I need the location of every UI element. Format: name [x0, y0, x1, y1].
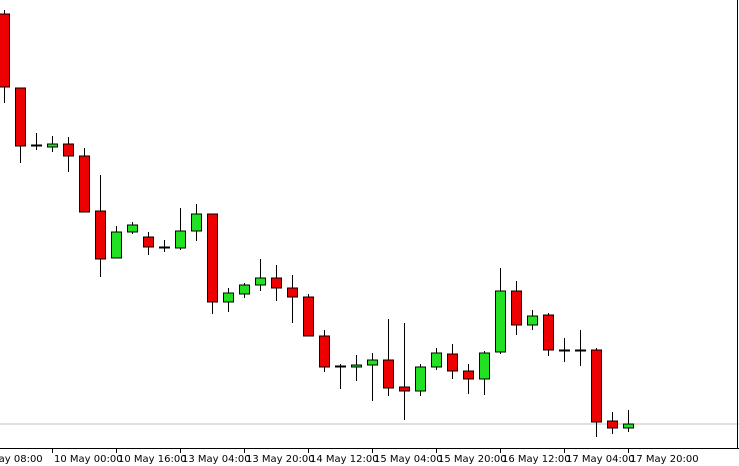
candle-body — [0, 13, 10, 88]
candle-body — [95, 210, 106, 260]
candle-body — [351, 364, 362, 368]
x-tick-label: 15 May 04:00 — [374, 454, 443, 465]
candle-body — [159, 246, 170, 249]
candle-body — [367, 359, 378, 366]
candle-body — [383, 359, 394, 389]
x-tick-label: 10 May 00:00 — [54, 454, 123, 465]
candle-body — [543, 314, 554, 351]
candle-body — [239, 284, 250, 295]
candle-body — [287, 287, 298, 298]
candle-body — [479, 352, 490, 380]
candle-body — [31, 144, 42, 147]
candle-body — [271, 277, 282, 289]
candle-body — [495, 290, 506, 353]
candle-body — [591, 349, 602, 423]
x-tick-label: May 08:00 — [0, 454, 43, 465]
candle-body — [431, 352, 442, 368]
candle-body — [47, 143, 58, 148]
candle-body — [623, 423, 634, 429]
candle-body — [111, 231, 122, 259]
candle-body — [303, 296, 314, 337]
candle-body — [575, 349, 586, 352]
candle-body — [447, 353, 458, 372]
x-tick-label: 15 May 20:00 — [438, 454, 507, 465]
x-tick-label: 13 May 04:00 — [182, 454, 251, 465]
x-tick-label: 14 May 12:00 — [310, 454, 379, 465]
candle-body — [223, 292, 234, 303]
candle-body — [175, 230, 186, 249]
x-tick-label: 16 May 12:00 — [502, 454, 571, 465]
candle-body — [143, 236, 154, 248]
x-tick-label: 17 May 04:00 — [566, 454, 635, 465]
candle-body — [399, 386, 410, 392]
candle-body — [335, 365, 346, 368]
candle-body — [191, 213, 202, 232]
candle-body — [63, 143, 74, 157]
candle-body — [527, 315, 538, 326]
candle-body — [463, 370, 474, 380]
candle-body — [559, 349, 570, 352]
candle-body — [607, 420, 618, 429]
x-tick-label: 13 May 20:00 — [246, 454, 315, 465]
candle-body — [511, 290, 522, 326]
candle-body — [15, 87, 26, 147]
candle-body — [319, 335, 330, 368]
candle-body — [255, 277, 266, 286]
candle-body — [207, 213, 218, 303]
x-tick-label: 10 May 16:00 — [118, 454, 187, 465]
candle-body — [127, 224, 138, 233]
candle-body — [79, 155, 90, 213]
candle-body — [415, 366, 426, 392]
x-tick-label: 17 May 20:00 — [630, 454, 699, 465]
